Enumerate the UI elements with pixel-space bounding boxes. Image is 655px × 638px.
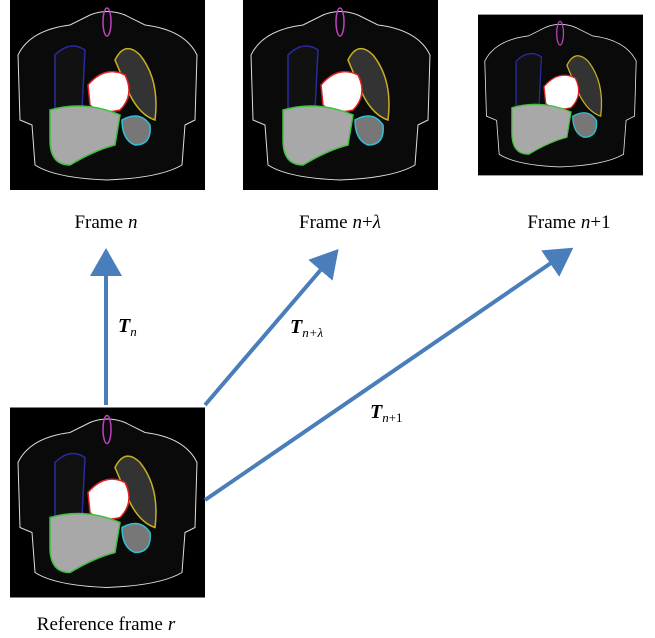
label-part: λ	[372, 212, 381, 233]
label-part: T	[118, 315, 131, 337]
label-part: r	[168, 614, 176, 635]
label-part: T	[290, 316, 303, 338]
label-part: Reference frame	[37, 614, 163, 635]
label-part: n+λ	[302, 325, 323, 340]
transform-label: Tn+λ	[290, 316, 323, 340]
label-part: +	[362, 212, 373, 233]
diagram: Framen Framen+λ Framen+1 Tn Tn+λ Tn+1 Re…	[0, 0, 655, 638]
label-part: +1	[389, 410, 403, 425]
frame-image	[478, 15, 643, 176]
label-part: n	[581, 212, 591, 233]
transform-label: Tn+1	[370, 401, 403, 425]
label-part: +1	[590, 212, 610, 233]
label-part: Frame	[299, 212, 348, 233]
label-part: n	[353, 212, 363, 233]
transform-label: Tn	[118, 315, 137, 339]
label-part: n	[130, 324, 137, 339]
label-part: T	[370, 401, 383, 423]
arrow	[205, 250, 570, 500]
reference-image	[10, 408, 205, 598]
frame-image	[10, 0, 205, 190]
label-part: n	[128, 212, 138, 233]
frame-image	[243, 0, 438, 190]
label-part: Frame	[74, 212, 123, 233]
label-part: Frame	[527, 212, 576, 233]
